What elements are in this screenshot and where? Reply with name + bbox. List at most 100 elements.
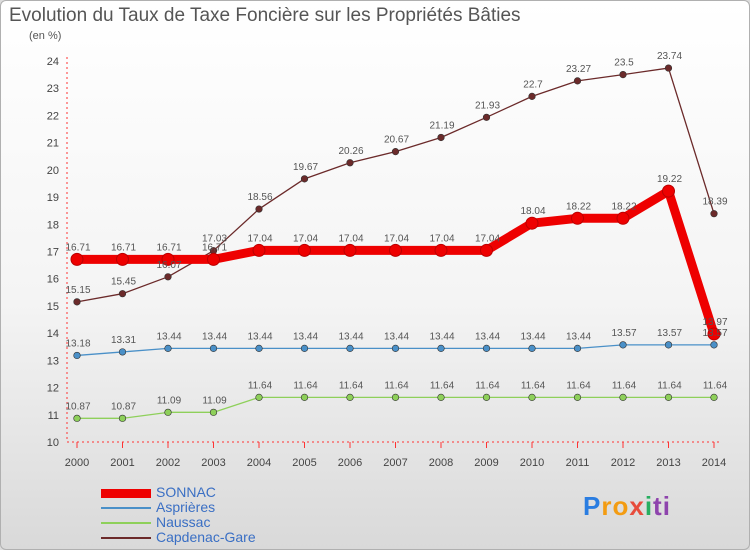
data-point <box>391 344 400 352</box>
data-point <box>116 252 129 266</box>
data-point <box>300 175 309 183</box>
data-point <box>346 159 354 167</box>
y-tick-label: 16 <box>47 274 59 286</box>
data-label: 17.03 <box>202 234 227 245</box>
data-label: 17.04 <box>247 233 272 244</box>
x-tick-label: 2004 <box>247 457 271 469</box>
data-label: 13.18 <box>65 338 90 349</box>
data-label: 11.64 <box>339 380 364 391</box>
y-tick-label: 10 <box>47 437 59 449</box>
data-point <box>118 348 127 356</box>
x-tick-label: 2011 <box>566 457 590 469</box>
data-label: 11.64 <box>248 380 273 391</box>
data-point <box>664 393 673 401</box>
data-point <box>437 393 445 401</box>
data-label: 11.64 <box>657 380 682 391</box>
x-tick-label: 2007 <box>383 457 407 469</box>
data-label: 11.64 <box>384 380 409 391</box>
data-label: 10.87 <box>65 401 90 412</box>
data-label: 21.19 <box>429 120 454 131</box>
data-label: 15.15 <box>65 285 90 296</box>
data-label: 13.57 <box>611 328 636 339</box>
x-tick-label: 2012 <box>611 457 635 469</box>
data-point <box>710 210 718 218</box>
unit-label: (en %) <box>29 30 62 42</box>
data-label: 13.44 <box>520 331 545 342</box>
x-tick-label: 2014 <box>702 457 726 469</box>
data-point <box>528 344 536 352</box>
x-tick-label: 2013 <box>656 457 680 469</box>
data-point <box>482 113 491 121</box>
data-label: 17.04 <box>338 233 363 244</box>
data-label: 13.44 <box>384 331 409 342</box>
data-point <box>252 243 266 257</box>
y-tick-label: 19 <box>47 192 59 204</box>
x-tick-label: 2005 <box>292 457 316 469</box>
y-tick-label: 23 <box>47 83 59 95</box>
data-label: 17.04 <box>475 233 500 244</box>
y-tick-label: 20 <box>47 165 59 177</box>
data-label: 11.64 <box>566 380 591 391</box>
data-label: 19.67 <box>293 162 318 173</box>
x-tick-label: 2006 <box>338 457 362 469</box>
data-point <box>437 133 445 142</box>
legend-label: Capdenac-Gare <box>156 529 256 545</box>
data-label: 13.97 <box>702 317 727 328</box>
data-label: 11.64 <box>521 380 546 391</box>
data-label: 21.93 <box>475 100 500 111</box>
data-point <box>118 290 127 298</box>
data-point <box>573 393 582 401</box>
x-tick-label: 2003 <box>201 457 225 469</box>
data-point <box>73 414 81 422</box>
data-point <box>255 393 263 401</box>
x-tick-label: 2001 <box>110 457 134 469</box>
data-label: 13.31 <box>111 335 136 346</box>
y-tick-label: 15 <box>47 301 59 313</box>
data-point <box>664 64 673 72</box>
data-label: 13.44 <box>156 331 181 342</box>
data-label: 13.44 <box>429 331 454 342</box>
data-point <box>255 344 263 352</box>
x-tick-label: 2008 <box>429 457 453 469</box>
chart-title: Evolution du Taux de Taxe Foncière sur l… <box>9 5 521 26</box>
data-point <box>482 393 491 401</box>
data-label: 11.64 <box>703 380 728 391</box>
data-point <box>710 393 718 401</box>
data-point <box>346 344 354 352</box>
y-tick-label: 18 <box>47 219 59 231</box>
data-point <box>619 341 627 349</box>
data-point <box>209 344 218 352</box>
data-point <box>573 344 582 352</box>
data-label: 11.64 <box>293 380 318 391</box>
data-point <box>209 408 218 416</box>
data-label: 18.56 <box>247 192 272 203</box>
data-label: 16.07 <box>156 260 181 271</box>
x-tick-label: 2002 <box>156 457 180 469</box>
data-point <box>482 344 491 352</box>
legend-label: Naussac <box>156 514 211 530</box>
line-chart: 10 11 12 13 14 15 16 17 18 19 20 21 22 23 24 2000 2001 20… <box>47 51 728 469</box>
data-label: 13.44 <box>247 331 272 342</box>
data-label: 20.67 <box>384 135 409 146</box>
data-point <box>437 344 445 352</box>
data-label: 13.44 <box>202 331 227 342</box>
data-point <box>164 408 172 416</box>
data-label: 23.5 <box>614 58 634 69</box>
legend-label: Asprières <box>156 499 216 515</box>
data-label: 18.22 <box>611 201 636 212</box>
data-point <box>343 243 357 257</box>
data-label: 10.87 <box>111 401 136 412</box>
data-point <box>391 393 400 401</box>
data-label: 18.39 <box>702 197 727 208</box>
data-point <box>480 243 493 257</box>
data-point <box>528 92 536 100</box>
proxiti-logo: Proxiti <box>583 491 671 521</box>
data-label: 23.74 <box>657 51 682 62</box>
y-tick-label: 13 <box>47 355 59 367</box>
data-point <box>118 414 127 422</box>
data-point <box>300 344 309 352</box>
y-tick-label: 24 <box>47 56 59 68</box>
y-tick-label: 14 <box>47 328 59 340</box>
data-label: 13.44 <box>475 331 500 342</box>
